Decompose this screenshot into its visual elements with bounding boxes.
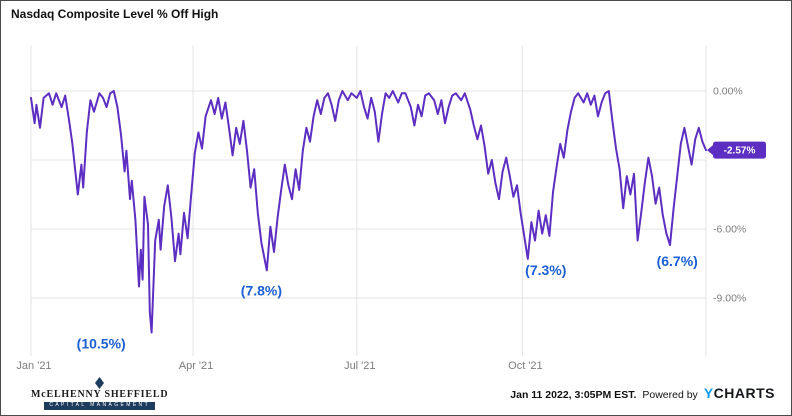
ycharts-logo-text: CHARTS bbox=[713, 385, 775, 401]
x-axis-label: Jan '21 bbox=[16, 360, 51, 372]
ycharts-logo[interactable]: YCHARTS bbox=[704, 385, 775, 401]
series-line[interactable] bbox=[30, 90, 707, 334]
company-logo: McELHENNY SHEFFIELD CAPITAL MANAGEMENT bbox=[31, 376, 169, 410]
trough-annotation: (10.5%) bbox=[77, 336, 126, 352]
logo-company-subtitle: CAPITAL MANAGEMENT bbox=[44, 401, 156, 410]
trough-annotation: (7.3%) bbox=[525, 262, 566, 278]
logo-diamond-icon bbox=[95, 376, 105, 389]
last-value-arrow bbox=[707, 145, 713, 156]
y-axis-label: -9.00% bbox=[713, 293, 746, 305]
chart-title: Nasdaq Composite Level % Off High bbox=[11, 7, 219, 21]
logo-company-name: McELHENNY SHEFFIELD bbox=[31, 388, 169, 400]
chart-area[interactable]: 0.00% -6.00% -9.00% Jan '21 Apr '21 Jul '21 Oc… bbox=[1, 1, 792, 379]
trough-annotation: (7.8%) bbox=[241, 283, 282, 299]
y-axis-label: 0.00% bbox=[713, 86, 743, 98]
ycharts-logo-y: Y bbox=[703, 385, 714, 401]
powered-by-label: Powered by bbox=[642, 389, 698, 401]
last-value-label: -2.57% bbox=[724, 146, 756, 157]
footer: McELHENNY SHEFFIELD CAPITAL MANAGEMENT J… bbox=[1, 373, 791, 413]
x-axis-label: Oct '21 bbox=[508, 360, 543, 372]
y-axis-label: -6.00% bbox=[713, 224, 746, 236]
x-axis-label: Apr '21 bbox=[179, 360, 214, 372]
trough-annotation: (6.7%) bbox=[657, 253, 698, 269]
last-value-badge bbox=[713, 141, 766, 159]
x-axis-label: Jul '21 bbox=[344, 360, 375, 372]
timestamp: Jan 11 2022, 3:05PM EST. bbox=[510, 389, 637, 401]
credit-line: Jan 11 2022, 3:05PM EST. Powered by YCHA… bbox=[510, 385, 775, 401]
